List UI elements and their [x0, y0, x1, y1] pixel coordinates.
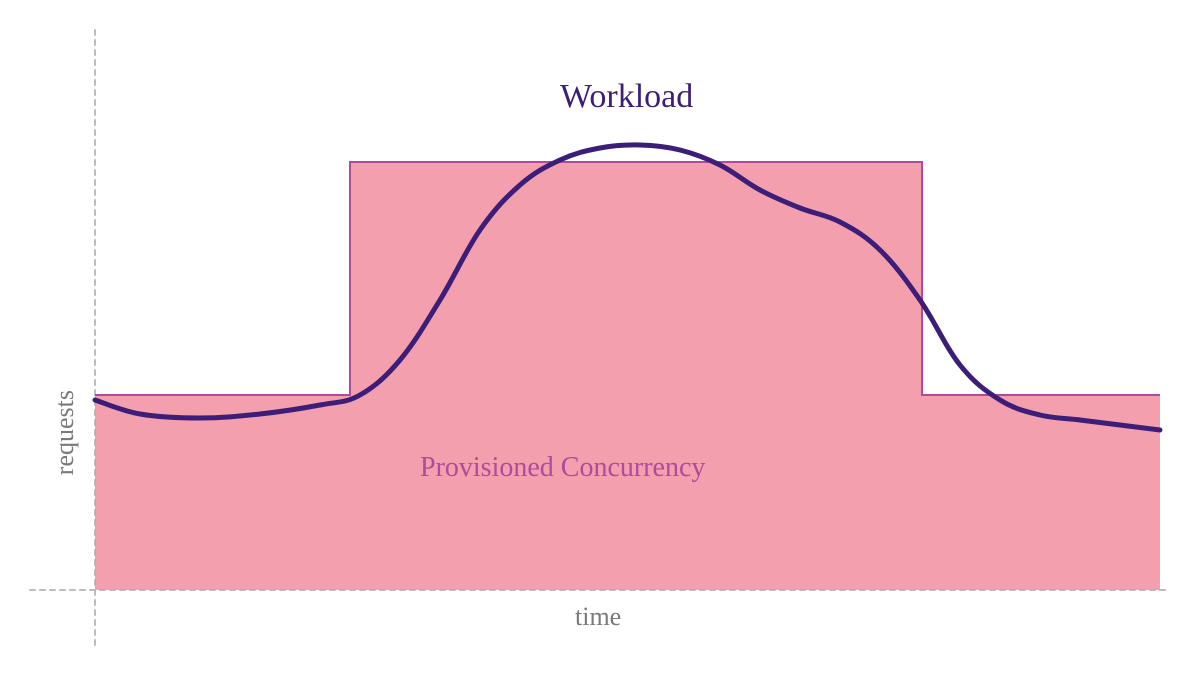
provisioned-concurrency-label: Provisioned Concurrency: [420, 452, 705, 484]
x-axis-label: time: [575, 602, 621, 632]
provisioned-area: [95, 162, 1160, 590]
chart-container: requests time Workload Provisioned Concu…: [0, 0, 1200, 675]
y-axis-label: requests: [50, 390, 80, 475]
workload-title: Workload: [560, 78, 693, 116]
